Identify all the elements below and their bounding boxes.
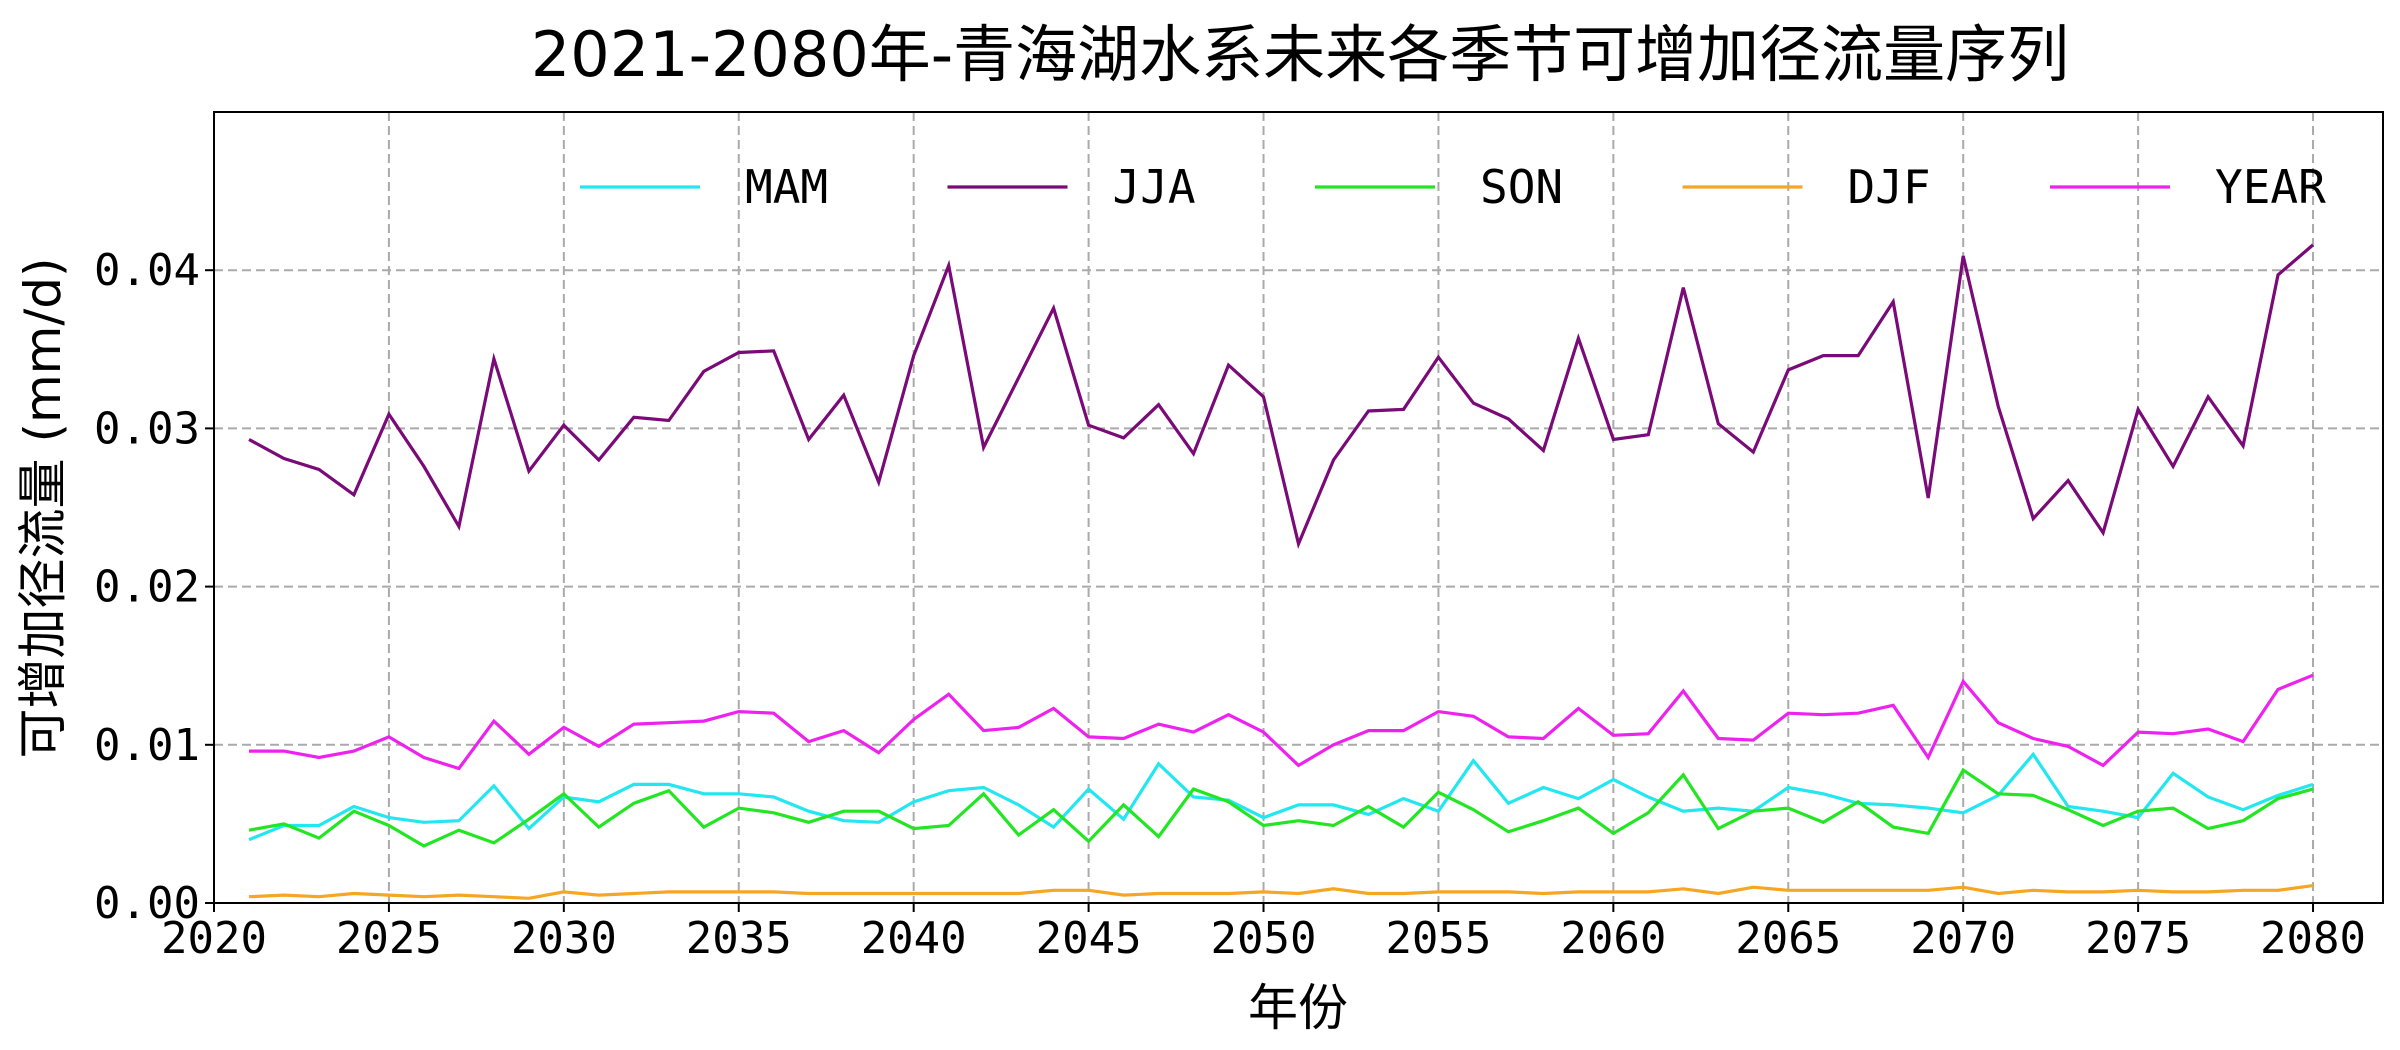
legend: MAM JJA SON DJF YEAR [580, 160, 2326, 214]
grid [213, 112, 2383, 904]
x-tick-label: 2080 [2260, 913, 2366, 964]
x-tick-label: 2065 [1735, 913, 1841, 964]
x-tick-label: 2060 [1560, 913, 1666, 964]
legend-label-mam: MAM [745, 160, 828, 214]
legend-label-year: YEAR [2215, 160, 2326, 214]
x-tick-label: 2025 [336, 913, 442, 964]
y-tick-label: 0.02 [94, 562, 200, 613]
x-tick-label: 2035 [686, 913, 792, 964]
series-line-son [248, 767, 2314, 848]
x-tick-label: 2075 [2085, 913, 2191, 964]
x-tick-label: 2045 [1036, 913, 1142, 964]
legend-label-jja: JJA [1113, 160, 1196, 214]
series-line-djf [248, 884, 2314, 900]
x-tick-label: 2070 [1910, 913, 2016, 964]
x-tick-label: 2030 [511, 913, 617, 964]
x-tick-label: 2020 [161, 913, 267, 964]
series-line-year [249, 673, 2314, 771]
series-lines [248, 243, 2315, 900]
x-tick-label: 2055 [1385, 913, 1491, 964]
plot-frame [213, 111, 2384, 904]
y-tick-label: 0.03 [94, 403, 200, 454]
x-axis-label: 年份 [1248, 979, 1348, 1037]
series-line-jja [248, 243, 2315, 550]
x-tick-label: 2050 [1211, 913, 1317, 964]
y-tick-label: 0.00 [94, 878, 200, 929]
axis-ticks: 2020 2025 2030 2035 2040 2045 2050 2055 2060 2065… [94, 245, 2366, 964]
series-line-mam [248, 751, 2314, 842]
y-axis-label: 可增加径流量 (mm/d) [14, 258, 72, 759]
chart-title: 2021-2080年-青海湖水系未来各季节可增加径流量序列 [531, 18, 2069, 91]
x-tick-label: 2040 [861, 913, 967, 964]
legend-label-djf: DJF [1848, 160, 1931, 214]
y-tick-label: 0.04 [94, 245, 200, 296]
legend-label-son: SON [1480, 160, 1563, 214]
y-tick-label: 0.01 [94, 720, 200, 771]
